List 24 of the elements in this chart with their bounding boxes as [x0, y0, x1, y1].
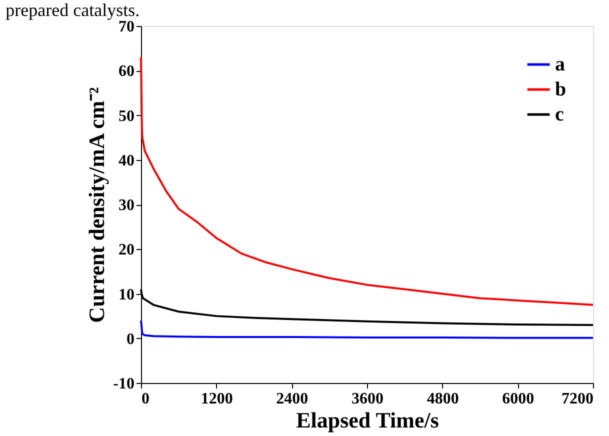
legend-label: a [555, 54, 565, 76]
y-tick-label: -10 [113, 376, 134, 392]
line-series [140, 320, 594, 339]
y-tick-label: 50 [118, 108, 134, 125]
y-tick-label: 30 [118, 197, 134, 214]
legend-label: b [555, 78, 566, 100]
x-tick-label: 6000 [502, 390, 534, 408]
y-tick-label: 60 [118, 63, 134, 80]
x-tick-label: 7200 [562, 390, 594, 408]
legend-label: c [555, 104, 564, 126]
y-tick-label: 70 [118, 18, 134, 36]
y-axis-title: Current density/mA cm⁻² [84, 86, 110, 323]
y-tick-label: 0 [126, 330, 134, 348]
text: prepared catalysts. [6, 0, 140, 20]
y-tick-label: 40 [118, 152, 134, 170]
y-tick-label: 10 [118, 286, 134, 304]
line-series [140, 56, 594, 306]
x-tick-label: 2400 [276, 390, 308, 408]
y-tick-label: 20 [118, 242, 134, 259]
x-tick-label: 0 [142, 390, 150, 408]
x-tick-label: 4800 [426, 390, 459, 408]
x-tick-label: 3600 [352, 390, 384, 408]
x-axis-title: Elapsed Time/s [296, 408, 440, 432]
x-tick-label: 1200 [200, 390, 233, 408]
